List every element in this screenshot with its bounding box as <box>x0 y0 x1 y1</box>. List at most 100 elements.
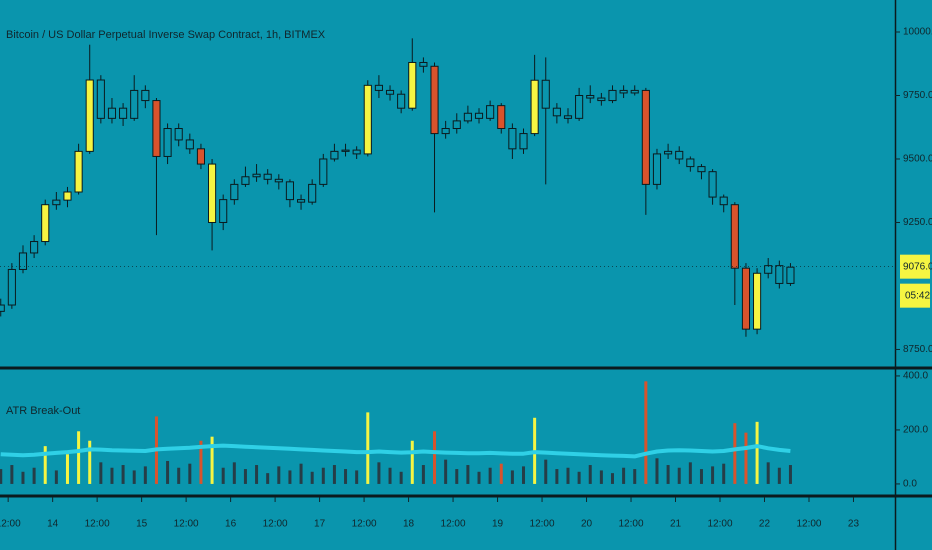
candle-body <box>0 304 5 312</box>
candle-body <box>130 89 139 119</box>
atr-bar <box>310 471 314 484</box>
atr-bar <box>455 469 459 484</box>
x-tick-label: 12:00 <box>0 519 21 530</box>
candle-body <box>597 97 606 102</box>
x-tick-label: 12:00 <box>441 519 466 530</box>
candle-body <box>208 163 217 223</box>
candle-body <box>686 158 695 168</box>
atr-bar <box>344 469 348 484</box>
atr-bar <box>499 463 503 484</box>
atr-bar <box>210 436 214 484</box>
candle-body <box>352 149 361 155</box>
atr-bar <box>644 381 648 484</box>
candle-body <box>619 89 628 94</box>
candle-body <box>374 84 383 91</box>
atr-bar <box>655 458 659 484</box>
atr-bar <box>243 469 247 484</box>
candle-body <box>7 268 16 306</box>
atr-bar <box>633 469 637 484</box>
x-tick-label: 17 <box>314 519 326 530</box>
atr-bar <box>54 470 58 484</box>
atr-bar <box>277 466 281 484</box>
x-tick-label: 12:00 <box>796 519 821 530</box>
candle-body <box>452 120 461 130</box>
x-tick-label: 21 <box>670 519 682 530</box>
atr-bar <box>466 465 470 484</box>
atr-bar <box>88 440 92 484</box>
y-tick-label: 400.0 <box>903 371 928 382</box>
candle-body <box>441 128 450 135</box>
x-tick-label: 12:00 <box>530 519 555 530</box>
candle-body <box>730 204 739 269</box>
atr-bar <box>744 432 748 484</box>
x-tick-label: 12:00 <box>174 519 199 530</box>
x-tick-label: 12:00 <box>263 519 288 530</box>
atr-bar <box>0 469 3 484</box>
atr-bar <box>366 412 370 484</box>
atr-bar <box>32 467 36 484</box>
atr-pane <box>0 381 792 484</box>
atr-bar <box>688 462 692 484</box>
atr-bar <box>166 460 170 484</box>
atr-bar <box>522 466 526 484</box>
last-price-label: 9076.0 <box>903 261 932 272</box>
candle-body <box>397 93 406 109</box>
candle-body <box>385 89 395 95</box>
candle-body <box>285 181 294 201</box>
atr-bar <box>43 446 47 484</box>
candle-body <box>641 89 650 185</box>
y-tick-label: 8750.0 <box>903 344 932 355</box>
candle-body <box>463 112 472 122</box>
atr-bar <box>266 473 270 484</box>
candle-body <box>708 171 717 198</box>
candle-body <box>107 107 117 119</box>
atr-bar <box>722 463 726 484</box>
atr-bar <box>177 467 181 484</box>
atr-bar <box>121 465 125 484</box>
candle-body <box>719 196 728 206</box>
atr-bar <box>610 473 614 484</box>
candle-body <box>530 79 539 135</box>
y-tick-label: 9500.0 <box>903 154 932 165</box>
atr-bar <box>143 466 147 484</box>
atr-bar <box>299 463 303 484</box>
candle-body <box>630 89 639 94</box>
candle-body <box>586 94 595 99</box>
countdown-label: 05:42 <box>905 290 930 301</box>
candle-body <box>18 252 28 270</box>
candle-body <box>230 183 239 201</box>
candle-body <box>741 267 751 330</box>
candle-body <box>30 241 39 254</box>
candle-body <box>363 84 372 155</box>
candle-body <box>185 139 194 150</box>
atr-bar <box>555 469 559 484</box>
x-tick-label: 20 <box>581 519 593 530</box>
atr-bar <box>255 465 259 484</box>
candle-body <box>552 107 561 117</box>
y-tick-label: 9250.0 <box>903 217 932 228</box>
atr-bar <box>10 465 14 484</box>
chart-title: Bitcoin / US Dollar Perpetual Inverse Sw… <box>6 29 326 41</box>
atr-bar <box>588 465 592 484</box>
candle-body <box>152 100 161 157</box>
atr-bar <box>221 467 225 484</box>
atr-bar <box>477 471 481 484</box>
candle-body <box>563 115 573 119</box>
atr-bar <box>332 465 336 484</box>
atr-bar <box>110 467 114 484</box>
candle-body <box>497 105 506 130</box>
candle-body <box>308 183 317 203</box>
candle-body <box>408 61 417 109</box>
candle-body <box>252 173 261 178</box>
candle-body <box>74 150 83 193</box>
candle-body <box>296 199 306 203</box>
atr-bar <box>566 467 570 484</box>
candle-body <box>430 65 439 135</box>
y-tick-label: 10000.0 <box>903 27 932 38</box>
candle-body <box>775 265 784 284</box>
x-tick-label: 12:00 <box>85 519 110 530</box>
candle-body <box>575 94 584 119</box>
atr-bar <box>21 471 25 484</box>
atr-line <box>0 443 791 459</box>
